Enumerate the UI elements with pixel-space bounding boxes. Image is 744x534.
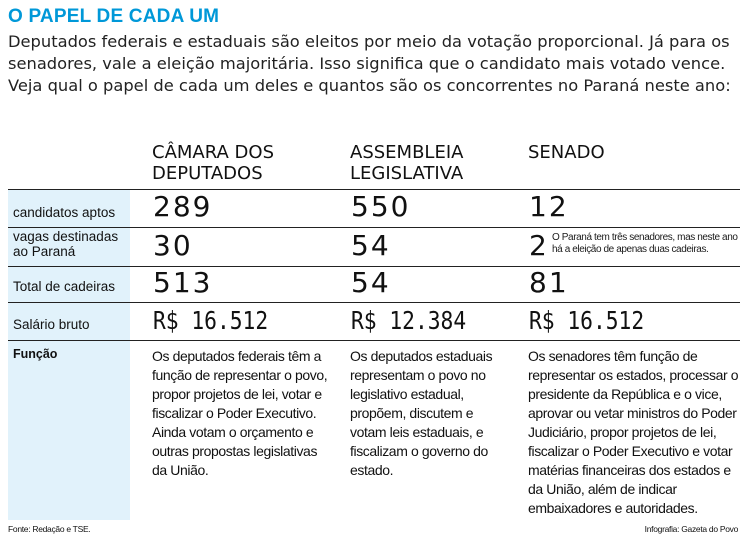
credit-note: Infografia: Gazeta do Povo bbox=[644, 524, 739, 534]
value-assembleia-total: 54 bbox=[351, 266, 391, 299]
value-camara-total: 513 bbox=[153, 266, 213, 299]
value-camara-salario: R$ 16.512 bbox=[153, 306, 269, 335]
row-label-salario: Salário bruto bbox=[13, 317, 90, 332]
value-camara-vagas: 30 bbox=[153, 229, 193, 262]
value-senado-candidatos: 12 bbox=[529, 190, 569, 223]
column-header-camara: CÂMARA DOS DEPUTADOS bbox=[152, 142, 274, 184]
intro-text: Deputados federais e estaduais são eleit… bbox=[8, 32, 731, 95]
row-label-vagas: vagas destinadas ao Paraná bbox=[13, 229, 119, 259]
row-label-funcao: Função bbox=[13, 347, 58, 361]
value-senado-salario: R$ 16.512 bbox=[529, 306, 645, 335]
infographic-title: O PAPEL DE CADA UM bbox=[8, 6, 220, 27]
divider bbox=[8, 266, 740, 267]
value-assembleia-vagas: 54 bbox=[351, 229, 391, 262]
divider bbox=[8, 340, 740, 341]
row-label-candidatos: candidatos aptos bbox=[13, 205, 116, 220]
row-label-total: Total de cadeiras bbox=[13, 279, 116, 294]
value-senado-total: 81 bbox=[529, 266, 569, 299]
value-assembleia-candidatos: 550 bbox=[351, 190, 411, 223]
divider bbox=[8, 189, 740, 190]
value-camara-funcao: Os deputados federais têm a função de re… bbox=[152, 348, 328, 478]
value-senado-vagas: 2 bbox=[529, 229, 549, 262]
senado-vagas-note: O Paraná tem três senadores, mas neste a… bbox=[552, 232, 738, 255]
divider bbox=[8, 227, 740, 228]
value-senado-funcao: Os senadores têm função de representar o… bbox=[528, 348, 739, 516]
value-camara-candidatos: 289 bbox=[153, 190, 213, 223]
column-header-senado: SENADO bbox=[528, 142, 605, 163]
divider bbox=[8, 302, 740, 303]
value-assembleia-funcao: Os deputados estaduais representam o pov… bbox=[350, 348, 493, 478]
label-column-background bbox=[8, 190, 130, 520]
value-assembleia-salario: R$ 12.384 bbox=[351, 306, 467, 335]
column-header-assembleia: ASSEMBLEIA LEGISLATIVA bbox=[350, 142, 464, 184]
source-note: Fonte: Redação e TSE. bbox=[8, 524, 91, 534]
